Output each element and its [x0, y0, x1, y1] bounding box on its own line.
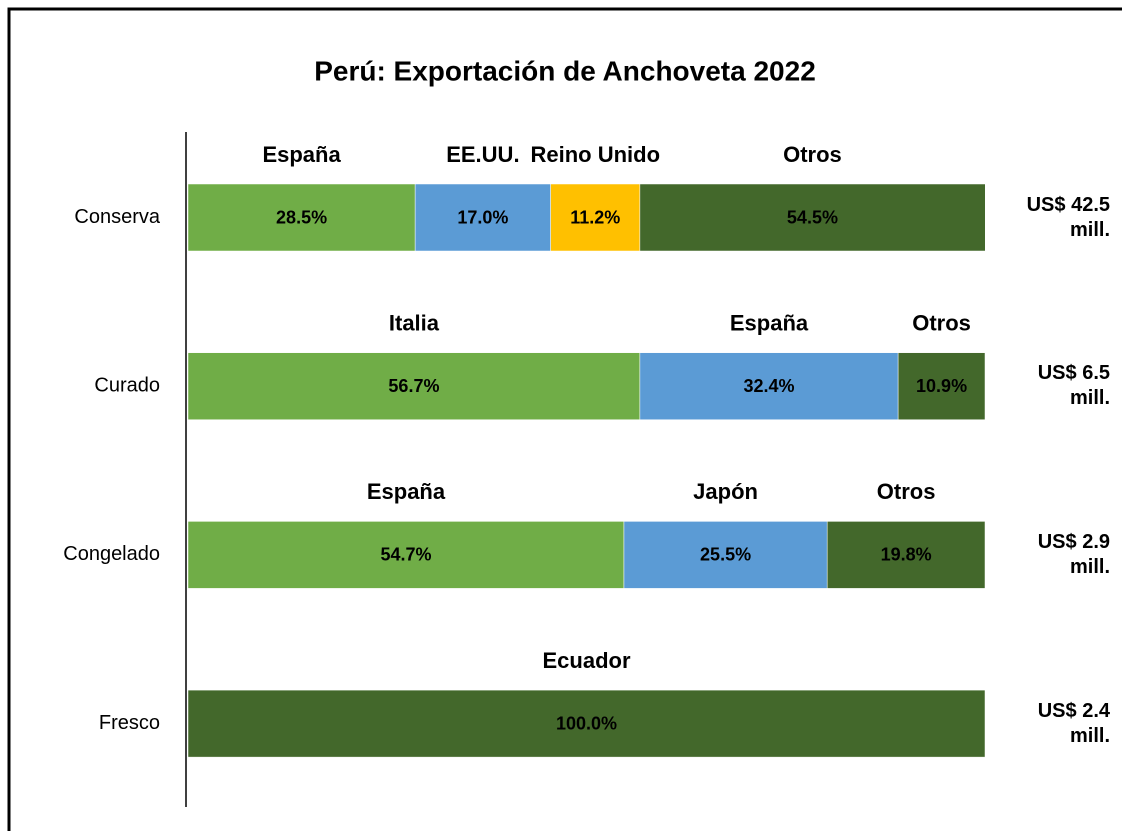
segment-name-label: Otros: [877, 479, 936, 504]
segment-value-label: 54.7%: [380, 545, 431, 565]
segment-name-label: Otros: [912, 311, 971, 336]
bar-segment: [623, 521, 828, 589]
segment-value-label: 56.7%: [388, 376, 439, 396]
bar-segment: [188, 521, 625, 589]
segment-name-label: Ecuador: [542, 648, 630, 673]
total-label: US$ 42.5 mill.: [1026, 193, 1110, 241]
bar-segment: [550, 183, 641, 252]
category-label: Congelado: [63, 543, 160, 565]
segment-name-label: Otros: [783, 142, 842, 167]
bar-segment: [188, 183, 416, 252]
bar-segment: [188, 689, 985, 758]
chart-title: Perú: Exportación de Anchoveta 2022: [314, 55, 816, 86]
total-label: US$ 2.4 mill.: [1037, 699, 1110, 747]
bar-segment: [639, 352, 899, 420]
bar-segment: [188, 352, 641, 420]
segment-value-label: 100.0%: [556, 713, 617, 733]
segment-value-label: 17.0%: [457, 207, 508, 227]
bar-segment: [414, 183, 551, 252]
bar-segment: [897, 352, 985, 420]
category-label: Curado: [94, 374, 160, 396]
bar-segment: [826, 521, 985, 589]
segment-value-label: 25.5%: [700, 545, 751, 565]
segment-name-label: España: [367, 479, 446, 504]
bar-segment: [639, 183, 985, 252]
segment-name-label: España: [730, 311, 809, 336]
segment-value-label: 54.5%: [787, 207, 838, 227]
frame: [7, 7, 1122, 831]
segment-value-label: 19.8%: [881, 545, 932, 565]
total-label: US$ 6.5 mill.: [1037, 362, 1110, 410]
segment-name-label: Reino Unido: [530, 142, 660, 167]
category-label: Conserva: [74, 206, 160, 228]
segment-value-label: 10.9%: [916, 376, 967, 396]
segment-name-label: EE.UU.: [446, 142, 519, 167]
category-label: Fresco: [99, 712, 160, 734]
segment-value-label: 11.2%: [570, 207, 620, 227]
total-label: US$ 2.9 mill.: [1037, 530, 1110, 578]
segment-name-label: Italia: [389, 311, 440, 336]
segment-name-label: Japón: [693, 479, 758, 504]
segment-value-label: 28.5%: [276, 207, 327, 227]
segment-value-label: 32.4%: [743, 376, 794, 396]
segment-name-label: España: [262, 142, 341, 167]
